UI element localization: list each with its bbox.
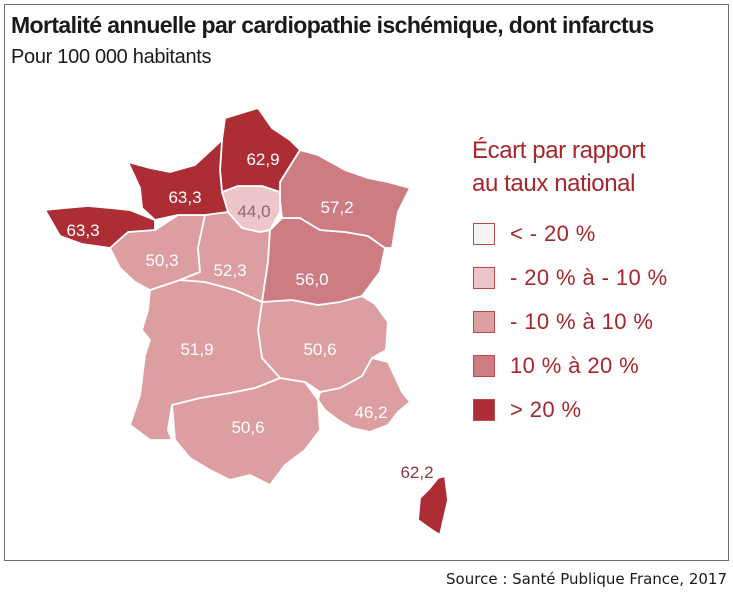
legend-swatch (473, 355, 495, 377)
source-note: Source : Santé Publique France, 2017 (446, 570, 727, 588)
legend-item: < - 20 % (473, 212, 668, 256)
legend-swatch (473, 311, 495, 333)
legend-label: < - 20 % (510, 221, 596, 246)
label-corse: 62,2 (400, 463, 433, 482)
legend-label: - 20 % à - 10 % (510, 265, 668, 290)
label-bretagne: 63,3 (66, 221, 99, 240)
region-provence-alpes-cote-d-azur (317, 357, 411, 433)
label-centre-val-de-loire: 52,3 (213, 261, 246, 280)
label-bourgogne-franche-comte: 56,0 (295, 270, 328, 289)
legend-swatch (473, 223, 495, 245)
legend-title-line-2: au taux national (472, 170, 636, 197)
region-corse (417, 475, 449, 536)
label-provence-alpes-cote-d-azur: 46,2 (354, 403, 387, 422)
legend-item: - 10 % à 10 % (473, 300, 668, 344)
legend-title-line-1: Écart par rapport (472, 137, 646, 164)
label-occitanie: 50,6 (231, 418, 264, 437)
region-bretagne (44, 205, 156, 249)
label-grand-est: 57,2 (320, 198, 353, 217)
map-subtitle: Pour 100 000 habitants (11, 46, 212, 68)
legend-item: > 20 % (473, 388, 668, 432)
label-hauts-de-france: 62,9 (246, 150, 279, 169)
legend-item: 10 % à 20 % (473, 344, 668, 388)
label-ile-de-france: 44,0 (237, 202, 270, 221)
legend-item: - 20 % à - 10 % (473, 256, 668, 300)
label-pays-de-la-loire: 50,3 (145, 251, 178, 270)
legend-swatch (473, 267, 495, 289)
map-title: Mortalité annuelle par cardiopathie isch… (11, 12, 654, 38)
legend-swatch (473, 399, 495, 421)
legend-label: - 10 % à 10 % (510, 309, 654, 334)
region-normandie (127, 139, 229, 221)
label-auvergne-rhone-alpes: 50,6 (303, 340, 336, 359)
legend-label: 10 % à 20 % (510, 353, 640, 378)
label-normandie: 63,3 (168, 188, 201, 207)
legend: < - 20 % - 20 % à - 10 % - 10 % à 10 % 1… (473, 212, 668, 432)
label-nouvelle-aquitaine: 51,9 (180, 340, 213, 359)
legend-label: > 20 % (510, 397, 582, 422)
legend-title: Écart par rapport au taux national (472, 134, 712, 200)
region-grand-est (279, 149, 411, 249)
